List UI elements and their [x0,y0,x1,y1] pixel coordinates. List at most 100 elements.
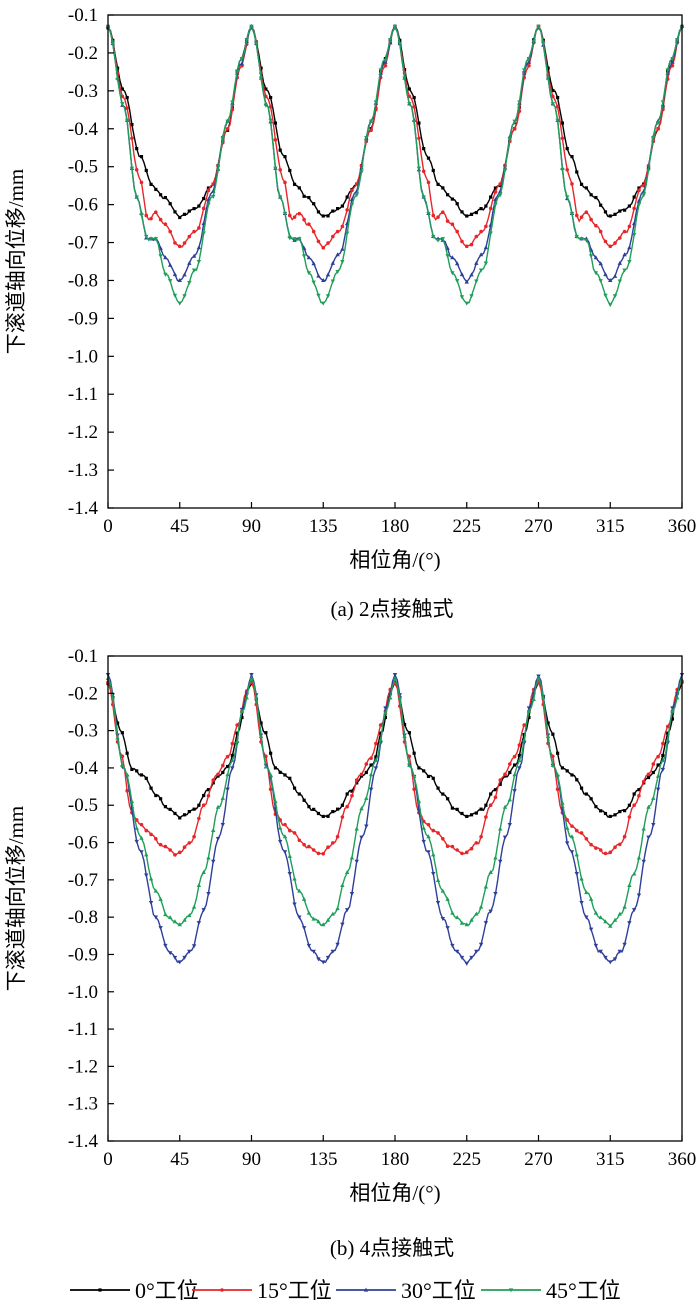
data-point [268,104,273,109]
data-point [560,136,565,141]
data-point [187,209,191,213]
data-point [173,853,177,857]
data-point [474,234,479,239]
data-point [521,737,527,742]
data-point [264,87,268,91]
data-point [421,839,426,844]
data-point [411,120,417,125]
data-point [426,180,431,185]
x-tick-label: 0 [103,516,113,537]
data-point [661,741,665,746]
data-point [531,39,536,44]
data-point [297,838,302,843]
data-point [307,195,311,200]
data-point [402,734,407,739]
y-tick-label: -0.9 [68,308,98,329]
data-point [326,241,330,245]
data-point [588,254,594,259]
data-point [292,831,297,835]
data-point [508,762,512,766]
data-point [445,844,450,849]
data-point [459,272,465,277]
data-point [172,919,178,924]
data-point [258,76,264,81]
x-tick-label: 360 [668,1149,697,1170]
data-point [503,772,507,777]
data-point [608,278,613,283]
data-point [397,41,402,46]
y-tick-label: -0.6 [68,833,98,854]
data-point [292,182,297,186]
data-point [579,237,584,242]
data-point [325,272,331,277]
series-line-4 [107,24,683,306]
data-point [282,211,288,216]
data-point [202,196,206,201]
data-point [249,24,254,29]
data-point [167,279,173,284]
data-point [541,41,546,46]
data-point [149,832,153,837]
data-point [129,166,135,171]
data-point [488,869,493,874]
data-point [608,303,613,308]
data-point [148,901,154,906]
data-point [321,301,326,306]
legend-swatch-marker [508,1288,514,1293]
data-point [373,100,379,105]
data-point [402,76,407,81]
data-point [163,222,168,227]
data-point [349,202,355,207]
data-point [555,787,560,791]
data-point [517,758,522,763]
data-point [306,255,312,260]
data-point [454,915,460,920]
data-point [517,743,522,747]
data-point [172,293,178,298]
data-point [608,244,613,249]
data-point [637,186,641,190]
data-point [431,872,436,877]
data-point [426,822,431,827]
data-point [125,95,129,100]
data-point [584,238,589,243]
data-point [623,809,627,813]
data-point [321,814,325,819]
data-point [316,293,321,298]
data-point [344,908,350,913]
data-point [297,888,302,893]
data-point [374,755,378,759]
data-point [512,126,517,131]
data-point [344,231,350,236]
data-point [278,195,283,200]
data-point [565,147,569,151]
data-point [584,186,588,190]
chart-b: 0 45 90 135 180 225 270 315 360 -0.1 -0.2 -0.3 -0.4 -… [4,646,696,1205]
data-point [359,170,364,175]
data-point [617,279,623,284]
data-point [637,793,641,798]
data-point [173,241,177,245]
data-point [479,207,483,211]
y-tick-label: -0.5 [68,795,98,816]
data-point [158,926,163,931]
data-point [326,214,330,218]
data-point [335,834,340,839]
data-point [206,188,211,193]
y-tick-label: -0.6 [68,195,98,216]
data-point [589,842,593,847]
data-point [144,213,149,218]
data-point [489,195,493,199]
data-point [469,917,474,922]
data-point [599,203,603,207]
data-point [521,68,527,73]
data-point [641,193,646,198]
data-point [168,807,172,811]
data-point [446,797,450,801]
data-point [507,797,512,802]
data-point [618,209,622,213]
data-point [234,69,240,74]
data-point [335,906,340,911]
data-point [474,811,478,815]
data-point [120,754,125,759]
